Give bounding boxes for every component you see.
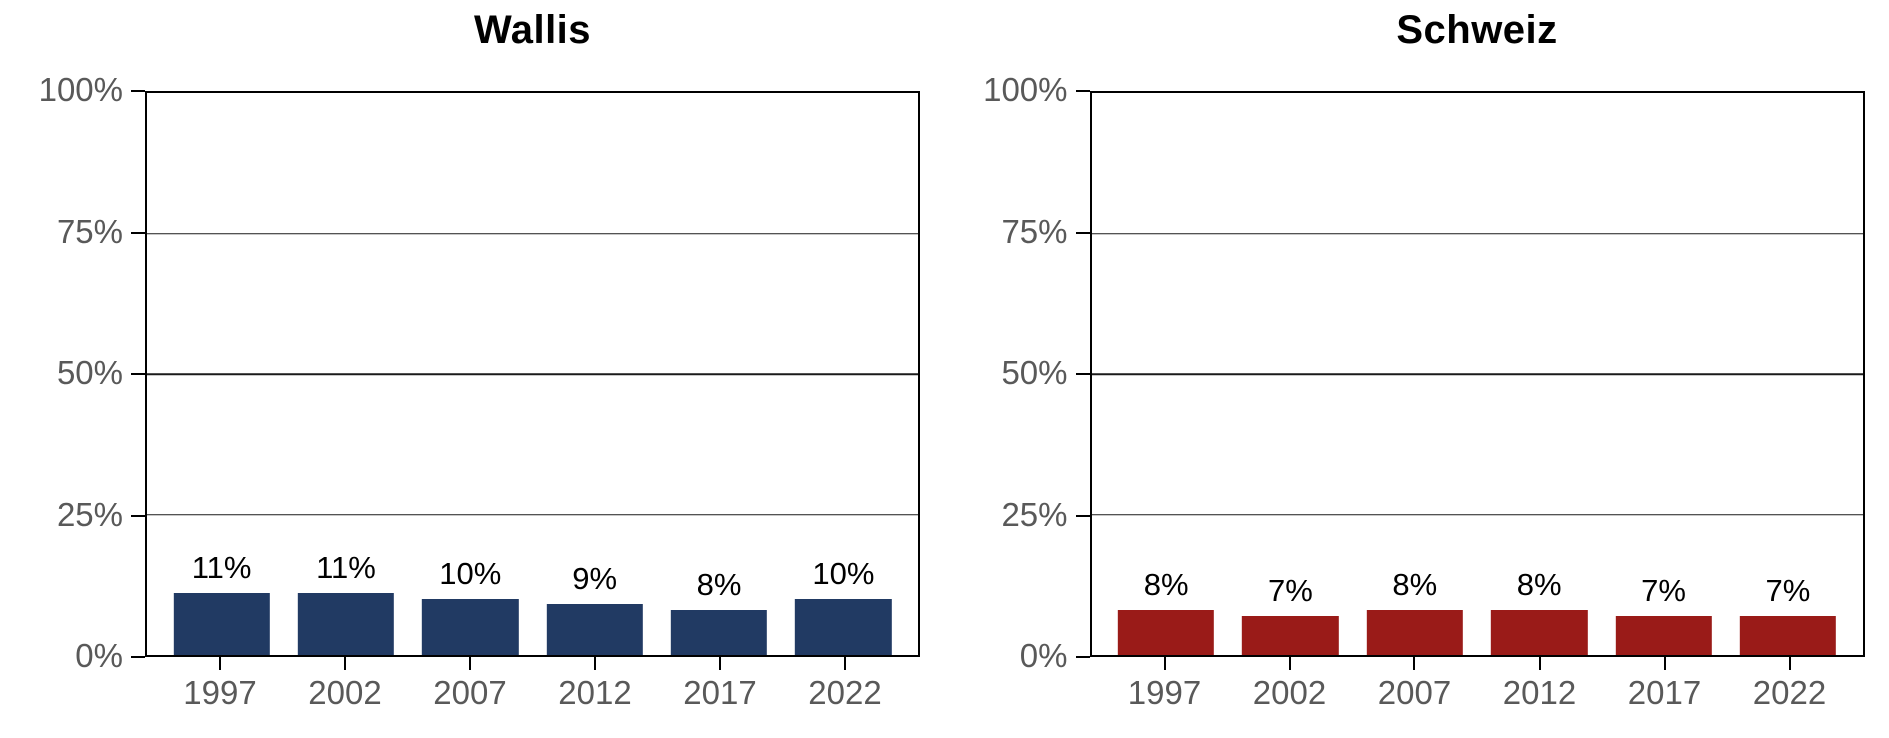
x-tick-mark xyxy=(1413,657,1416,670)
x-tick-label: 2012 xyxy=(1502,674,1577,711)
x-tick-mark xyxy=(1538,657,1541,670)
chart-schweiz-plot-row: 0% 25% 50% 75% 100% 8% 7% 8% 8% 7% 7% xyxy=(945,71,1889,674)
x-tick-mark xyxy=(219,657,221,670)
x-tick-mark xyxy=(1163,657,1166,670)
x-tick-label: 2012 xyxy=(558,674,632,711)
bar-value-label: 8% xyxy=(1516,567,1562,603)
x-tick-mark xyxy=(594,657,596,670)
y-tick-label: 25% xyxy=(1001,495,1068,533)
y-tick-label: 50% xyxy=(56,354,123,392)
chart-wallis-x-axis: 1997 2002 2007 2012 2017 2022 xyxy=(145,657,920,735)
y-tick-mark xyxy=(1075,656,1090,658)
y-tick-label: 100% xyxy=(38,71,123,109)
y-tick-label: 0% xyxy=(1019,637,1068,675)
chart-schweiz-plot-area: 8% 7% 8% 8% 7% 7% xyxy=(1089,91,1865,657)
x-tick-label: 2017 xyxy=(683,674,757,711)
x-tick-label: 2002 xyxy=(308,674,382,711)
y-tick-mark xyxy=(1075,231,1090,234)
x-tick-label: 1997 xyxy=(183,674,257,711)
bar-value-label: 11% xyxy=(316,550,376,586)
bar-value-label: 7% xyxy=(1765,572,1811,608)
chart-wallis-plot-area: 11% 11% 10% 9% 8% 10% xyxy=(145,91,920,657)
chart-schweiz-y-axis: 0% 25% 50% 75% 100% xyxy=(945,71,1090,674)
chart-schweiz-title: Schweiz xyxy=(1396,8,1558,52)
bar-value-label: 9% xyxy=(572,561,618,597)
x-tick-mark xyxy=(844,657,846,670)
x-tick-label: 1997 xyxy=(1127,674,1202,711)
gridline xyxy=(1091,373,1863,375)
x-tick-label: 2022 xyxy=(808,674,882,711)
bar-value-label: 7% xyxy=(1268,572,1313,608)
y-tick-label: 75% xyxy=(56,212,123,250)
bar-2022: 10% xyxy=(795,556,892,655)
gridline xyxy=(147,373,918,375)
y-tick-label: 25% xyxy=(56,495,123,533)
x-tick-mark xyxy=(1663,657,1666,670)
x-tick-label: 2007 xyxy=(1377,674,1452,711)
bar-1997: 8% xyxy=(1117,567,1215,655)
chart-wallis-plot-row: 0% 25% 50% 75% 100% 11% 11% 10% 9% 8% 10% xyxy=(0,71,945,674)
x-tick-label: 2022 xyxy=(1752,674,1827,711)
bar-2017: 8% xyxy=(670,567,768,655)
gridline xyxy=(1091,513,1863,516)
bar-2002: 11% xyxy=(297,550,395,655)
bar-1997: 11% xyxy=(173,550,270,655)
chart-schweiz-x-axis: 1997 2002 2007 2012 2017 2022 xyxy=(1090,657,1865,735)
bar-value-label: 10% xyxy=(812,555,875,591)
chart-wallis: Wallis 0% 25% 50% 75% 100% 11% 11% 10% 9% 8% 10% … xyxy=(0,0,945,735)
y-tick-mark xyxy=(131,514,145,517)
chart-wallis-y-axis: 0% 25% 50% 75% 100% xyxy=(0,71,145,674)
y-tick-mark xyxy=(131,231,145,234)
gridline xyxy=(147,232,918,235)
x-tick-mark xyxy=(719,657,721,670)
y-tick-label: 50% xyxy=(1001,354,1068,392)
bar-2007: 10% xyxy=(422,556,519,655)
y-tick-mark xyxy=(131,90,145,92)
bar-2017: 7% xyxy=(1615,573,1712,655)
bar-2002: 7% xyxy=(1242,573,1339,655)
chart-schweiz-header: Schweiz xyxy=(945,0,1889,91)
chart-schweiz: Schweiz 0% 25% 50% 75% 100% 8% 7% 8% 8% 7% 7% 199… xyxy=(945,0,1889,738)
bar-value-label: 10% xyxy=(439,555,502,591)
y-tick-label: 75% xyxy=(1001,212,1068,250)
bar-2007: 8% xyxy=(1366,567,1463,655)
y-tick-mark xyxy=(131,656,145,658)
y-tick-mark xyxy=(131,373,145,375)
y-tick-mark xyxy=(1075,90,1090,92)
x-tick-label: 2002 xyxy=(1252,674,1327,711)
gridline xyxy=(1091,232,1863,235)
bar-value-label: 11% xyxy=(191,550,252,586)
bar-value-label: 8% xyxy=(696,567,742,603)
bar-value-label: 8% xyxy=(1392,567,1438,603)
x-tick-mark xyxy=(344,657,346,670)
x-tick-mark xyxy=(1288,657,1291,670)
x-tick-label: 2017 xyxy=(1627,674,1702,711)
bar-value-label: 8% xyxy=(1143,567,1189,603)
chart-wallis-title: Wallis xyxy=(473,8,592,52)
bar-value-label: 7% xyxy=(1641,572,1686,608)
bar-2012: 8% xyxy=(1490,567,1588,655)
x-tick-label: 2007 xyxy=(433,674,507,711)
x-tick-mark xyxy=(1788,657,1791,670)
x-tick-mark xyxy=(468,657,471,670)
gridline xyxy=(147,513,918,516)
y-tick-label: 100% xyxy=(983,71,1068,109)
y-tick-mark xyxy=(1075,373,1090,375)
bar-2012: 9% xyxy=(546,561,643,655)
y-tick-label: 0% xyxy=(75,637,123,675)
y-tick-mark xyxy=(1075,514,1090,517)
chart-wallis-header: Wallis xyxy=(0,0,945,91)
bar-2022: 7% xyxy=(1739,573,1837,655)
